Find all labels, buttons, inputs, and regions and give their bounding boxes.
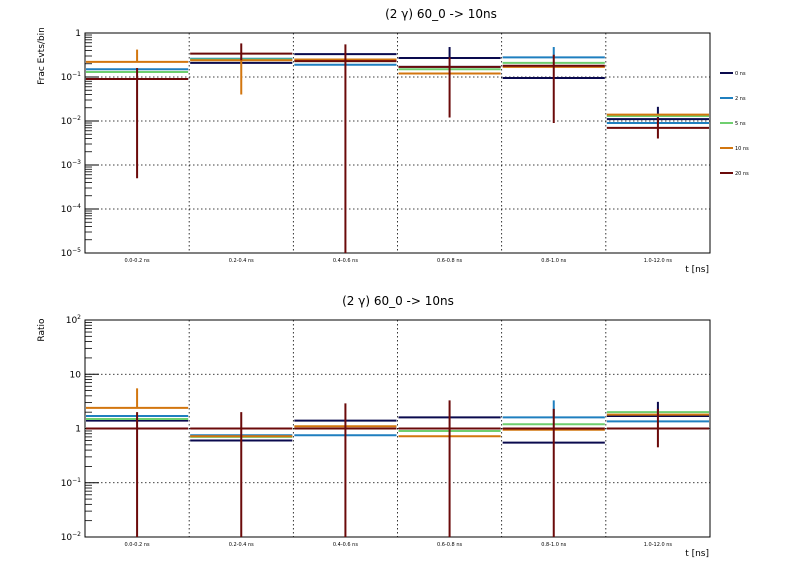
legend-label: 10 ns	[735, 146, 749, 152]
y-tick-label: 102	[66, 314, 81, 326]
y-tick-exponent: −4	[72, 203, 81, 210]
y-tick-exponent: −2	[72, 115, 81, 122]
bottom-chart: (2 γ) 60_0 -> 10ns Ratio t [ns] 102 10 1 10…	[37, 294, 711, 559]
y-tick-label: 10−1	[61, 477, 81, 489]
x-tick-label: 0.6-0.8 ns	[437, 258, 462, 264]
y-tick-label: 10−2	[61, 531, 81, 543]
x-tick-label: 0.0-0.2 ns	[125, 542, 150, 548]
top-chart-x-label: t [ns]	[685, 265, 709, 275]
x-tick-label: 1.0-12.0 ns	[644, 258, 673, 264]
y-tick-exponent: −1	[72, 71, 81, 78]
y-tick-label: 10−1	[61, 71, 81, 83]
x-tick-label: 0.4-0.6 ns	[333, 542, 358, 548]
x-tick-label: 0.2-0.4 ns	[229, 258, 254, 264]
legend-label: 0 ns	[735, 71, 746, 77]
bottom-chart-x-label: t [ns]	[685, 549, 709, 559]
top-chart: (2 γ) 60_0 -> 10ns Frac Evts/bin t [ns] …	[37, 7, 749, 275]
y-tick-exponent: −1	[72, 477, 81, 484]
y-tick-exponent: −3	[72, 159, 81, 166]
x-tick-label: 1.0-12.0 ns	[644, 542, 673, 548]
x-tick-label: 0.8-1.0 ns	[541, 258, 566, 264]
top-chart-y-label: Frac Evts/bin	[37, 27, 47, 85]
legend: 0 ns 2 ns 5 ns 10 ns 20 ns	[720, 71, 749, 177]
bottom-chart-y-label: Ratio	[37, 318, 47, 342]
x-tick-label: 0.8-1.0 ns	[541, 542, 566, 548]
y-tick-exponent: 2	[77, 314, 81, 321]
y-tick-label: 1	[75, 29, 81, 39]
y-tick-label: 10	[70, 370, 82, 380]
top-chart-title: (2 γ) 60_0 -> 10ns	[385, 7, 497, 21]
legend-label: 20 ns	[735, 171, 749, 177]
y-tick-label: 10−3	[61, 159, 81, 171]
bottom-chart-title: (2 γ) 60_0 -> 10ns	[342, 294, 454, 308]
y-tick-label: 1	[75, 425, 81, 435]
y-tick-exponent: −5	[72, 247, 81, 254]
y-tick-label: 10−4	[61, 203, 81, 215]
x-tick-label: 0.0-0.2 ns	[125, 258, 150, 264]
y-tick-label: 10−2	[61, 115, 81, 127]
x-tick-label: 0.6-0.8 ns	[437, 542, 462, 548]
y-tick-label: 10−5	[61, 247, 81, 259]
legend-label: 5 ns	[735, 121, 746, 127]
x-tick-label: 0.4-0.6 ns	[333, 258, 358, 264]
legend-label: 2 ns	[735, 96, 746, 102]
y-tick-exponent: −2	[72, 531, 81, 538]
x-tick-label: 0.2-0.4 ns	[229, 542, 254, 548]
